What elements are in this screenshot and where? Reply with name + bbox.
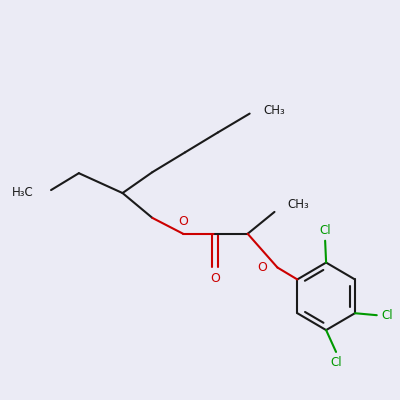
Text: CH₃: CH₃ bbox=[264, 104, 285, 117]
Text: Cl: Cl bbox=[382, 309, 393, 322]
Text: Cl: Cl bbox=[319, 224, 331, 237]
Text: O: O bbox=[258, 261, 268, 274]
Text: H₃C: H₃C bbox=[12, 186, 33, 198]
Text: Cl: Cl bbox=[330, 356, 342, 369]
Text: O: O bbox=[210, 272, 220, 286]
Text: O: O bbox=[178, 215, 188, 228]
Text: CH₃: CH₃ bbox=[287, 198, 309, 212]
